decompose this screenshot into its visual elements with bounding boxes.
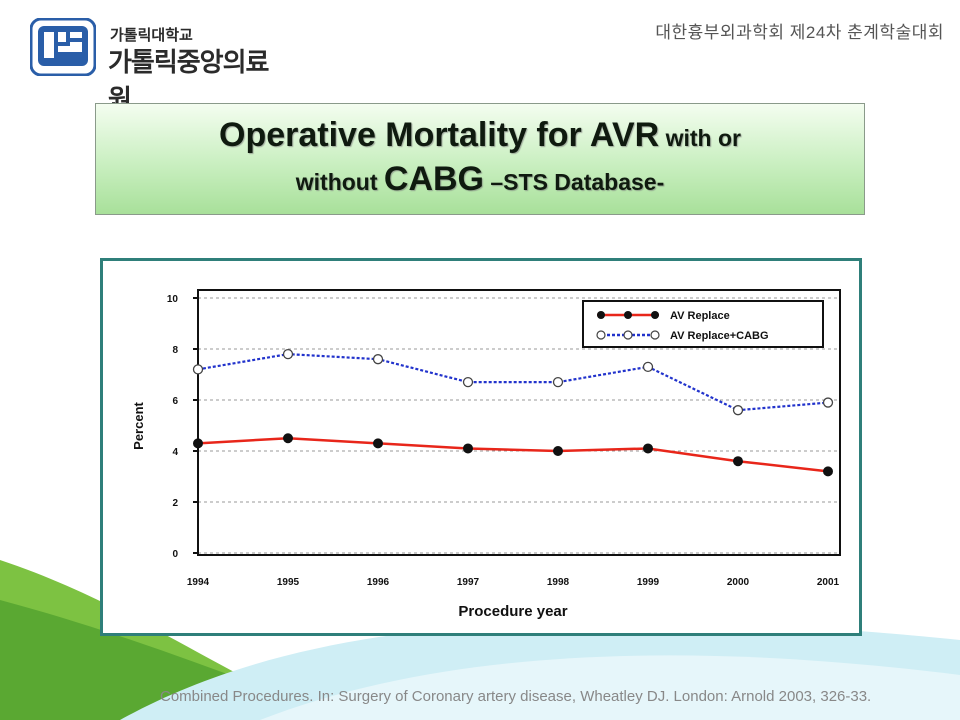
legend-label: AV Replace [670, 310, 730, 322]
data-point-av-replace-cabg [822, 397, 834, 408]
x-tick-label: 2000 [727, 577, 750, 588]
legend-marker [650, 330, 660, 340]
catholic-university-emblem [30, 18, 96, 76]
data-point-av-replace [643, 443, 653, 454]
data-point-av-replace-cabg [372, 354, 384, 365]
data-point-av-replace [733, 456, 743, 467]
chart-frame: 0 2 4 6 8 10 1994 1995 1996 1997 1998 1999 2000 2001 … [100, 258, 862, 636]
data-point-av-replace-cabg [462, 377, 474, 388]
title-line2-main: CABG [383, 160, 484, 198]
y-axis-label: Percent [131, 401, 146, 449]
title-line2-suffix: –STS Database- [484, 169, 665, 195]
x-tick-label: 1999 [637, 577, 660, 588]
series-line-av-replace [197, 436, 829, 473]
title-line-1: Operative Mortality for AVR with or [96, 114, 864, 159]
x-axis-label: Procedure year [458, 603, 567, 620]
legend-label: AV Replace+CABG [670, 330, 769, 342]
data-point-av-replace [823, 466, 833, 477]
x-tick-label: 2001 [817, 577, 840, 588]
legend-marker [623, 330, 633, 340]
title-line-2: without CABG –STS Database- [96, 159, 864, 202]
x-tick-label: 1997 [457, 577, 480, 588]
title-line2-prefix: without [295, 169, 384, 195]
series-layer [192, 348, 834, 477]
legend-marker [624, 311, 632, 319]
data-point-av-replace-cabg [192, 364, 204, 375]
x-tick-label: 1998 [547, 577, 570, 588]
logo-university-name: 가톨릭대학교 [110, 27, 193, 44]
data-point-av-replace [193, 438, 203, 449]
data-point-av-replace-cabg [282, 348, 294, 360]
y-tick-label: 8 [172, 345, 178, 356]
x-tick-label: 1996 [367, 577, 390, 588]
data-point-av-replace-cabg [642, 361, 654, 372]
axis-layer: 0 2 4 6 8 10 1994 1995 1996 1997 1998 1999 2000 2001 [167, 289, 841, 588]
slide-title: Operative Mortality for AVR with or with… [95, 103, 865, 215]
title-line1-main: Operative Mortality for AVR [219, 116, 660, 154]
legend-box [582, 300, 824, 348]
legend-marker [597, 311, 605, 319]
data-point-av-replace [283, 433, 293, 444]
data-point-av-replace [463, 443, 473, 454]
title-line1-small: with or [659, 125, 741, 151]
y-tick-label: 4 [172, 447, 178, 458]
legend-layer: AV Replace AV Replace+CABG [582, 300, 824, 348]
data-point-av-replace-cabg [552, 377, 564, 388]
x-tick-label: 1995 [277, 577, 300, 588]
legend-marker [651, 311, 659, 319]
grid-layer [198, 297, 840, 554]
legend-marker [596, 330, 606, 340]
plot-border [197, 289, 841, 556]
data-point-av-replace [373, 438, 383, 449]
y-tick-label: 2 [172, 498, 178, 509]
data-point-av-replace [553, 446, 563, 456]
citation: Combined Procedures. In: Surgery of Coro… [160, 688, 872, 705]
x-tick-label: 1994 [187, 577, 210, 588]
conference-name: 대한흉부외과학회 제24차 춘계학술대회 [655, 23, 944, 42]
university-logo: 가톨릭대학교 가톨릭중앙의료원 [30, 18, 290, 114]
y-tick-label: 6 [172, 396, 178, 407]
data-point-av-replace-cabg [732, 405, 744, 416]
y-tick-label: 10 [167, 294, 179, 305]
y-tick-label: 0 [172, 549, 178, 560]
series-line-av-replace-cabg [197, 352, 829, 412]
